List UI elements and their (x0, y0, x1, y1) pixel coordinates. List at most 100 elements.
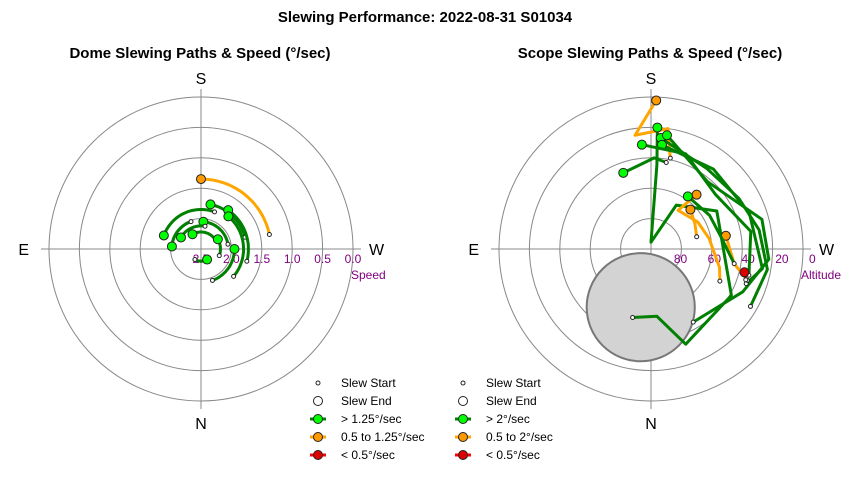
legend-item-medium: 0.5 to 1.25°/sec (310, 430, 425, 444)
slew-end-marker (209, 277, 215, 283)
legend-item-fast: > 2°/sec (455, 412, 530, 426)
legend-item-start: Slew Start (460, 376, 541, 390)
legend-start-icon (315, 380, 321, 386)
compass-south: S (196, 71, 207, 88)
compass-north: N (195, 416, 207, 433)
slew-end-marker (266, 231, 272, 237)
excluded-zone (585, 252, 696, 363)
slew-path-fast (621, 156, 668, 175)
slew-end-marker (630, 315, 636, 321)
slew-start-marker (223, 211, 234, 222)
slew-start-marker (229, 244, 240, 254)
dome-chart-title: Dome Slewing Paths & Speed (°/sec) (69, 45, 331, 62)
slew-start-marker (651, 95, 662, 106)
slew-start-marker (661, 130, 672, 141)
ring-tick-label: 20 (775, 252, 789, 266)
radial-axis-name: Altitude (801, 268, 841, 282)
legend-item-end: Slew End (313, 394, 392, 408)
scope-chart-title: Scope Slewing Paths & Speed (°/sec) (517, 45, 783, 62)
compass-east: E (468, 242, 479, 259)
legend-label: < 0.5°/sec (341, 448, 395, 462)
chart-title: Slewing Performance: 2022-08-31 S01034 (277, 9, 573, 26)
slew-start-marker (682, 191, 693, 202)
slew-end-marker (244, 258, 250, 264)
slew-start-marker (187, 229, 198, 240)
slew-start-marker (158, 230, 169, 241)
slew-end-marker (225, 241, 231, 247)
slew-path-fast (686, 194, 736, 266)
slew-start-marker (212, 234, 223, 245)
compass-north: N (645, 416, 657, 433)
slew-path-fast (162, 208, 216, 237)
slew-path-fast (631, 126, 733, 346)
legend-start-icon (460, 380, 466, 386)
slew-path-fast (226, 208, 250, 263)
compass-west: W (369, 242, 385, 259)
slew-end-marker (694, 234, 700, 240)
slew-end-marker (717, 278, 723, 284)
legend-label: > 1.25°/sec (341, 412, 402, 426)
slew-end-marker (231, 273, 237, 279)
slew-start-marker (166, 241, 177, 252)
legend-label: < 0.5°/sec (486, 448, 540, 462)
ring-tick-label: 1.0 (284, 252, 301, 266)
ring-tick-label: 1.5 (253, 252, 270, 266)
slew-path-medium (199, 177, 271, 236)
slew-start-marker (175, 232, 186, 243)
legend-marker-icon (313, 450, 323, 460)
slew-start-marker (636, 139, 647, 150)
radial-axis-name: Speed (351, 268, 386, 282)
ring-tick-label: 80 (674, 252, 688, 266)
slew-path-medium (676, 193, 722, 283)
slew-end-marker (216, 253, 222, 259)
slew-end-marker (690, 319, 696, 325)
slew-start-marker (691, 189, 702, 200)
slew-path-fast (640, 143, 753, 277)
legend-end-icon (458, 396, 468, 406)
legend-item-end: Slew End (458, 394, 537, 408)
slew-path-fast (210, 247, 236, 282)
legend-label: Slew End (486, 394, 537, 408)
legend-item-slow: < 0.5°/sec (310, 448, 395, 462)
slew-start-marker (205, 199, 216, 210)
slew-start-marker (685, 204, 696, 215)
legend-marker-icon (313, 432, 323, 442)
legend-item-slow: < 0.5°/sec (455, 448, 540, 462)
legend-marker-icon (458, 432, 468, 442)
slew-end-marker (212, 209, 218, 215)
slew-start-marker (618, 167, 629, 178)
slew-end-marker (192, 257, 198, 263)
slew-path-fast (660, 143, 764, 286)
slew-path-fast (226, 214, 246, 278)
slew-end-marker (743, 277, 749, 283)
legend-item-medium: 0.5 to 2°/sec (455, 430, 553, 444)
ring-tick-label: 0.0 (345, 252, 362, 266)
legend-marker-icon (313, 414, 323, 424)
slew-end-marker (663, 160, 669, 166)
slew-start-marker (196, 174, 206, 185)
legend-marker-icon (458, 450, 468, 460)
legend-label: Slew End (341, 394, 392, 408)
legend-item-fast: > 1.25°/sec (310, 412, 402, 426)
compass-south: S (646, 71, 657, 88)
ring-tick-label: 0.5 (314, 252, 331, 266)
legend-marker-icon (458, 414, 468, 424)
slew-start-marker (202, 254, 213, 265)
legend-label: Slew Start (341, 376, 396, 390)
slew-path-fast (170, 220, 193, 248)
legend-item-start: Slew Start (315, 376, 396, 390)
slew-start-marker (739, 267, 750, 278)
slew-end-marker (202, 223, 208, 229)
slew-end-marker (747, 303, 753, 309)
ring-tick-label: 0 (809, 252, 816, 266)
slew-start-marker (652, 122, 663, 133)
slew-end-marker (667, 155, 673, 161)
compass-west: W (819, 242, 835, 259)
compass-east: E (18, 242, 29, 259)
legend-label: 0.5 to 2°/sec (486, 430, 553, 444)
slew-end-marker (188, 219, 194, 225)
legend-label: Slew Start (486, 376, 541, 390)
